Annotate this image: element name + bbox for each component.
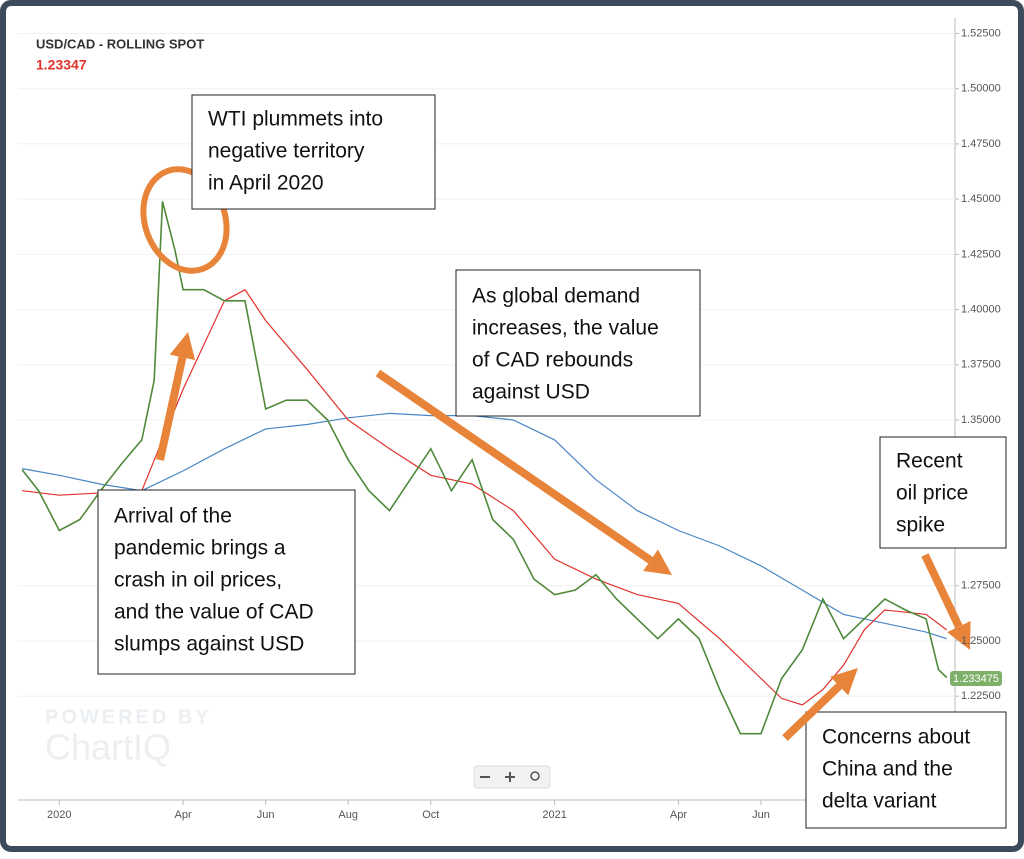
y-tick-label: 1.27500 (961, 580, 1001, 592)
annotation-box (879, 436, 1007, 549)
arrow-shaft (156, 356, 187, 461)
annotation-text: crash in oil prices, (114, 569, 282, 592)
series-line (21, 201, 948, 735)
arrow-shaft (782, 683, 843, 741)
annotation-text: Concerns about (822, 726, 970, 749)
y-tick-label: 1.25000 (961, 635, 1001, 647)
zoom-in[interactable] (505, 772, 515, 782)
y-tick-label: 1.40000 (961, 303, 1001, 315)
arrow-head (947, 620, 971, 650)
watermark: POWERED BY (45, 706, 212, 728)
annotation-text: increases, the value (472, 317, 659, 340)
arrow-head (830, 668, 858, 696)
x-tick-label: 2021 (542, 809, 566, 821)
annotation-text: in April 2020 (208, 172, 324, 195)
x-tick-label: Jun (257, 809, 275, 821)
price-badge-bg (950, 671, 1002, 686)
annotation-text: Arrival of the (114, 505, 232, 528)
y-tick-label: 1.37500 (961, 359, 1001, 371)
series-line (22, 288, 948, 706)
annotations: WTI plummets into negative territory in Ap… (97, 94, 1007, 829)
price-badge: 1.233475 (953, 673, 999, 685)
annotation-text: pandemic brings a (114, 537, 286, 560)
annotation-text: spike (896, 514, 945, 537)
annotation-text: WTI plummets into (208, 108, 383, 131)
zoom-reset[interactable] (530, 771, 540, 781)
annotation-text: As global demand (472, 285, 640, 308)
y-tick-label: 1.52500 (961, 27, 1001, 39)
arrow-head (169, 332, 196, 361)
annotation-text: of CAD rebounds (472, 349, 633, 372)
series-line (21, 412, 947, 640)
annotation-text: negative territory (208, 140, 365, 163)
annotation-text: Recent (896, 450, 963, 473)
y-tick-label: 1.22500 (961, 690, 1001, 702)
arrow-shaft (921, 553, 963, 629)
annotation-text: delta variant (822, 790, 937, 813)
arrow-head (643, 549, 672, 575)
annotation-text: against USD (472, 381, 590, 404)
annotation-text: and the value of CAD (114, 601, 314, 624)
watermark: ChartIQ (45, 727, 171, 768)
annotation-box (97, 489, 356, 675)
x-tick-label: Oct (422, 809, 439, 821)
y-tick-label: 1.50000 (961, 83, 1001, 95)
zoom-controls (473, 765, 551, 789)
x-tick-label: Apr (670, 809, 687, 821)
annotation-box (805, 711, 1007, 829)
x-tick-label: Jun (752, 809, 770, 821)
annotation-text: China and the (822, 758, 953, 781)
y-tick-label: 1.47500 (961, 138, 1001, 150)
chart-title: USD/CAD - ROLLING SPOT (36, 36, 204, 51)
last-price: 1.23347 (36, 57, 87, 73)
arrow-shaft (375, 369, 653, 564)
plot (18, 32, 955, 735)
y-tick-label: 1.45000 (961, 193, 1001, 205)
annotation-box (455, 269, 701, 417)
x-tick-label: 2020 (47, 809, 71, 821)
x-tick-label: Apr (175, 809, 192, 821)
annotation-box (191, 94, 436, 210)
annotation-text: slumps against USD (114, 633, 304, 656)
x-tick-label: Aug (338, 809, 358, 821)
y-tick-label: 1.35000 (961, 414, 1001, 426)
y-tick-label: 1.42500 (961, 248, 1001, 260)
annotation-text: oil price (896, 482, 968, 505)
